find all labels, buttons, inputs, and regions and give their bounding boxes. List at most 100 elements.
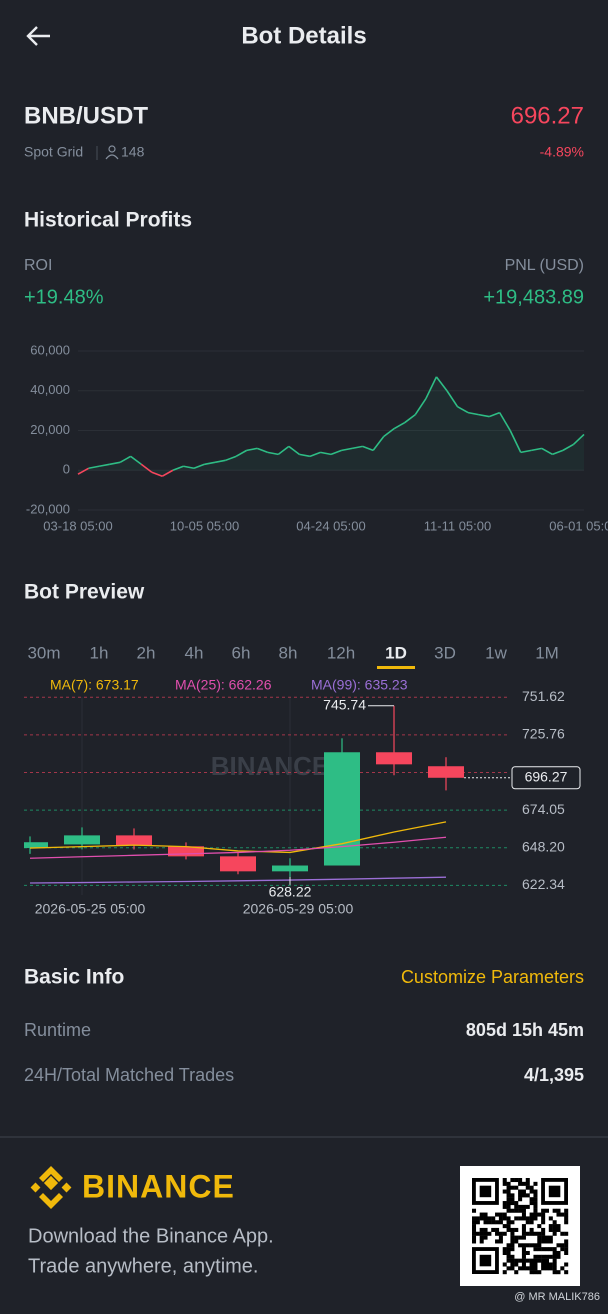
qr-module [533, 1216, 538, 1221]
qr-module [533, 1181, 538, 1186]
y-tick-label: 60,000 [30, 342, 70, 357]
qr-module [506, 1193, 511, 1198]
interval-tab[interactable]: 1M [535, 643, 559, 662]
users-icon [105, 145, 119, 160]
interval-tab[interactable]: 4h [185, 643, 204, 662]
ma-line [29, 821, 447, 854]
interval-tabs: 30m 1h 2h 4h 6h 8h 12h 1D 3D 1w 1M [27, 643, 559, 669]
qr-module [560, 1266, 565, 1271]
qr-module [564, 1231, 569, 1236]
back-button[interactable] [26, 26, 50, 46]
interval-tab[interactable]: 1h [90, 643, 109, 662]
qr-module [479, 1216, 484, 1221]
ma-legend: MA(25): 662.26 [175, 677, 272, 693]
line-segment [98, 463, 110, 468]
qr-module [495, 1231, 500, 1236]
qr-module [502, 1247, 507, 1252]
qr-module [541, 1208, 546, 1213]
qr-module [521, 1258, 526, 1263]
qr-module [495, 1220, 500, 1225]
info-value: 4/1,395 [524, 1065, 584, 1085]
qr-module [514, 1262, 519, 1267]
line-segment [299, 453, 311, 458]
qr-module [529, 1243, 534, 1248]
qr-module [556, 1270, 561, 1275]
line-segment [320, 451, 332, 456]
line-segment [130, 455, 142, 465]
interval-tab[interactable]: 6h [232, 643, 251, 662]
qr-module [533, 1258, 538, 1263]
interval-tab[interactable]: 30m [27, 643, 60, 662]
interval-tab[interactable]: 1D [385, 643, 407, 662]
qr-module [533, 1247, 538, 1252]
qr-module [529, 1212, 534, 1217]
qr-module [510, 1208, 515, 1213]
line-segment [172, 465, 184, 471]
users-count: 148 [121, 144, 145, 160]
qr-module [541, 1212, 546, 1217]
qr-module [544, 1262, 549, 1267]
qr-module [533, 1262, 538, 1267]
roi-value: +19.48% [24, 286, 104, 308]
qr-module [514, 1239, 519, 1244]
qr-module [521, 1208, 526, 1213]
qr-module [506, 1197, 511, 1202]
qr-module [498, 1231, 503, 1236]
qr-module [529, 1197, 534, 1202]
interval-tab[interactable]: 1w [485, 643, 507, 662]
qr-module [475, 1231, 480, 1236]
qr-module [472, 1239, 477, 1244]
qr-module [544, 1254, 549, 1259]
line-segment [235, 449, 248, 458]
line-segment [457, 405, 469, 414]
x-tick-label: 06-01 05:00 [549, 518, 608, 533]
qr-module [541, 1247, 546, 1252]
qr-module [514, 1201, 519, 1206]
line-segment [467, 411, 479, 416]
line-segment [277, 445, 290, 455]
customize-button[interactable]: Customize Parameters [401, 967, 584, 987]
qr-module [518, 1197, 523, 1202]
interval-tab[interactable]: 8h [279, 643, 298, 662]
candle-body [24, 842, 48, 849]
line-segment [393, 421, 406, 430]
qr-finder-core [479, 1254, 492, 1267]
qr-module [514, 1216, 519, 1221]
candle-chart: BINANCE 2026-05-25 05:00 2026-05-29 05:00 7… [24, 696, 512, 917]
line-segment [267, 451, 279, 456]
interval-tab[interactable]: 3D [434, 643, 456, 662]
qr-module [510, 1197, 515, 1202]
roi-label: ROI [24, 257, 52, 274]
qr-module [479, 1231, 484, 1236]
line-segment [446, 390, 459, 408]
info-value: 805d 15h 45m [466, 1020, 584, 1040]
qr-module [502, 1224, 507, 1229]
qr-module [472, 1235, 477, 1240]
y-tick-label: 751.62 [522, 688, 565, 704]
section-title: Bot Preview [24, 581, 145, 604]
qr-module [518, 1216, 523, 1221]
line-segment [309, 451, 321, 458]
qr-module [552, 1250, 557, 1255]
min-label: 628.22 [269, 884, 312, 900]
qr-module [521, 1224, 526, 1229]
qr-module [518, 1235, 523, 1240]
pair-symbol: BNB/USDT [24, 102, 148, 129]
qr-module [556, 1250, 561, 1255]
qr-module [475, 1216, 480, 1221]
qr-module [548, 1239, 553, 1244]
qr-module [510, 1254, 515, 1259]
qr-module [544, 1266, 549, 1271]
interval-tab[interactable]: 12h [327, 643, 355, 662]
y-tick-label: 622.34 [522, 876, 565, 892]
qr-module [548, 1254, 553, 1259]
qr-module [514, 1208, 519, 1213]
qr-module [541, 1227, 546, 1232]
qr-module [521, 1235, 526, 1240]
interval-tab[interactable]: 2h [137, 643, 156, 662]
line-segment [488, 411, 500, 418]
y-tick-label: 40,000 [30, 382, 70, 397]
line-segment [288, 445, 300, 455]
qr-module [564, 1243, 569, 1248]
